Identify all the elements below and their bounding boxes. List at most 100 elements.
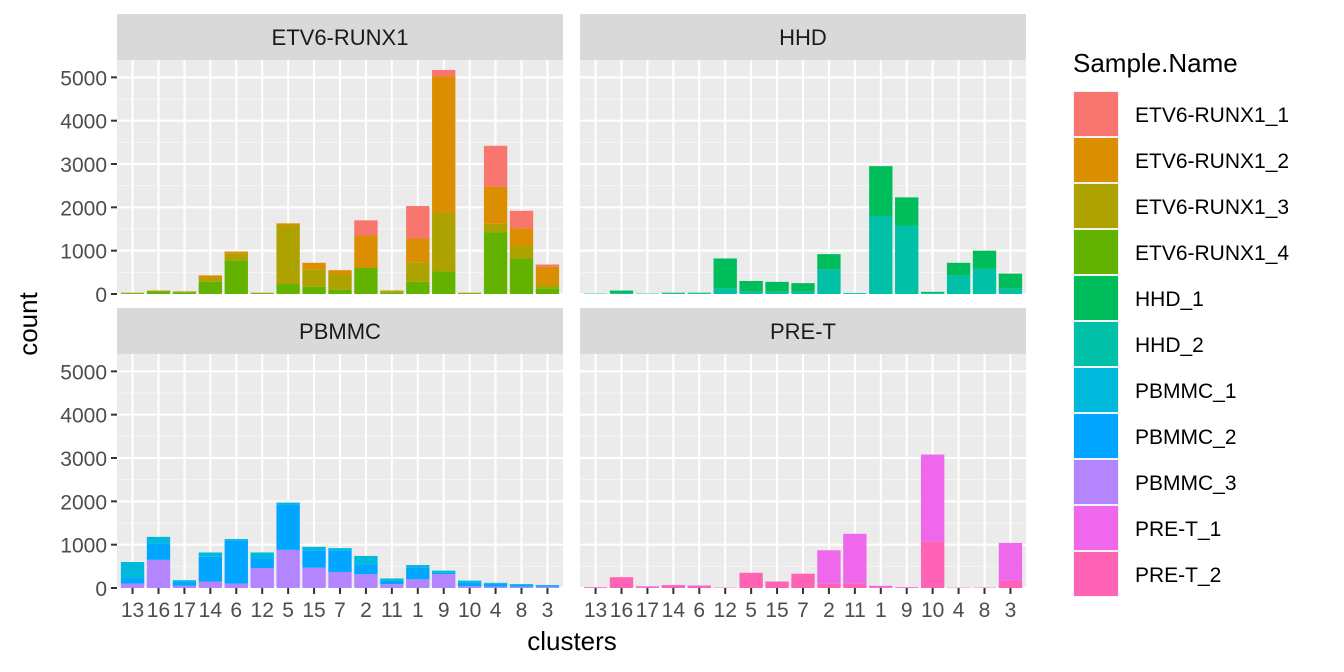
x-tick-label: 3: [1005, 599, 1017, 622]
bar-hhd_2-cluster-9: [895, 225, 919, 294]
bar-etv6-runx1_2-cluster-6: [224, 251, 248, 254]
bar-etv6-runx1_3-cluster-9: [432, 212, 456, 272]
bar-etv6-runx1_4-cluster-16: [146, 291, 171, 294]
x-tick-label: 7: [797, 599, 809, 622]
bar-etv6-runx1_4-cluster-3: [535, 288, 560, 294]
bar-pre-t_1-cluster-11: [843, 533, 867, 584]
bar-hhd_2-cluster-1: [869, 216, 893, 294]
x-tick-label: 15: [302, 599, 325, 622]
bar-pre-t_1-cluster-3: [998, 542, 1023, 581]
bar-pbmmc_1-cluster-11: [380, 578, 404, 581]
y-tick-label: 4000: [60, 111, 107, 134]
bar-pre-t_2-cluster-15: [765, 581, 789, 588]
legend-key-pbmmc_2: [1074, 414, 1118, 458]
bar-hhd_1-cluster-2: [817, 254, 841, 270]
bar-pre-t_2-cluster-7: [791, 573, 815, 588]
bar-etv6-runx1_3-cluster-6: [224, 253, 248, 261]
bar-pbmmc_3-cluster-1: [406, 579, 430, 588]
bar-etv6-runx1_3-cluster-11: [380, 290, 404, 293]
bar-etv6-runx1_1-cluster-1: [406, 206, 430, 239]
x-tick-label: 6: [230, 599, 242, 622]
x-tick-label: 8: [516, 599, 528, 622]
bar-etv6-runx1_1-cluster-9: [432, 69, 456, 77]
facet-strip: [117, 308, 563, 354]
legend: Sample.Name ETV6-RUNX1_1 ETV6-RUNX1_2 ETV6-…: [1073, 48, 1289, 597]
bar-pre-t_2-cluster-11: [843, 583, 867, 588]
bar-etv6-runx1_4-cluster-9: [432, 271, 456, 294]
bar-hhd_2-cluster-4: [946, 275, 971, 294]
y-tick-label: 0: [95, 578, 107, 601]
bar-hhd_1-cluster-8: [972, 250, 997, 269]
bar-etv6-runx1_2-cluster-9: [432, 76, 456, 213]
legend-label: PBMMC_2: [1135, 426, 1237, 449]
bar-etv6-runx1_4-cluster-4: [483, 232, 508, 294]
bar-pbmmc_1-cluster-10: [457, 580, 482, 583]
bar-pbmmc_2-cluster-4: [483, 583, 508, 587]
bar-pbmmc_3-cluster-10: [457, 586, 482, 588]
legend-key-hhd_2: [1074, 322, 1118, 366]
bar-etv6-runx1_4-cluster-11: [380, 292, 404, 294]
x-tick-label: 12: [714, 599, 737, 622]
facet-strip-label: HHD: [779, 25, 827, 50]
bar-etv6-runx1_3-cluster-16: [146, 290, 171, 292]
bar-etv6-runx1_4-cluster-12: [250, 293, 274, 294]
bar-hhd_1-cluster-4: [946, 262, 971, 276]
bar-pbmmc_2-cluster-9: [432, 572, 456, 575]
bar-pbmmc_3-cluster-13: [120, 583, 145, 588]
bar-hhd_2-cluster-11: [843, 293, 867, 294]
legend-key-pre-t_1: [1074, 506, 1118, 550]
bar-etv6-runx1_3-cluster-4: [483, 223, 508, 233]
bar-pre-t_2-cluster-3: [998, 580, 1023, 588]
bar-pbmmc_3-cluster-11: [380, 584, 404, 588]
bar-etv6-runx1_4-cluster-5: [276, 284, 300, 294]
bar-etv6-runx1_1-cluster-8: [509, 210, 534, 229]
x-tick-label: 10: [458, 599, 481, 622]
bar-pre-t_2-cluster-2: [817, 583, 841, 588]
bar-pbmmc_1-cluster-14: [198, 552, 223, 557]
bar-hhd_2-cluster-5: [739, 291, 763, 294]
x-tick-label: 8: [979, 599, 991, 622]
x-tick-label: 13: [584, 599, 607, 622]
facet-strip: [580, 14, 1026, 60]
x-tick-label: 7: [334, 599, 346, 622]
bar-hhd_2-cluster-6: [687, 293, 711, 294]
bar-etv6-runx1_3-cluster-5: [276, 225, 300, 285]
x-tick-label: 9: [901, 599, 913, 622]
x-tick-label: 4: [490, 599, 502, 622]
legend-key-pbmmc_3: [1074, 460, 1118, 504]
x-tick-label: 5: [282, 599, 294, 622]
bar-etv6-runx1_4-cluster-14: [198, 281, 223, 294]
facet-panel-pre-t: PRE-T13 16 17 14 6 12 5 15 7 2 11 1 9 10 4 8 3: [580, 308, 1026, 622]
bar-pbmmc_2-cluster-3: [535, 585, 560, 587]
bar-etv6-runx1_4-cluster-7: [328, 289, 352, 294]
bar-pbmmc_3-cluster-17: [172, 585, 197, 588]
bar-pbmmc_3-cluster-12: [250, 568, 274, 588]
facet-strip-label: PRE-T: [770, 319, 836, 344]
bar-etv6-runx1_4-cluster-15: [302, 286, 326, 294]
x-tick-label: 5: [745, 599, 757, 622]
bar-etv6-runx1_1-cluster-3: [535, 264, 560, 267]
bar-pbmmc_1-cluster-4: [483, 582, 508, 584]
legend-title: Sample.Name: [1073, 48, 1238, 78]
bar-pbmmc_2-cluster-10: [457, 582, 482, 587]
bar-pbmmc_3-cluster-7: [328, 571, 352, 588]
bar-etv6-runx1_4-cluster-1: [406, 281, 430, 294]
bar-etv6-runx1_2-cluster-15: [302, 262, 326, 270]
bar-etv6-runx1_2-cluster-7: [328, 270, 352, 275]
x-tick-label: 16: [610, 599, 633, 622]
bar-etv6-runx1_4-cluster-10: [457, 293, 482, 294]
bar-pbmmc_3-cluster-15: [302, 567, 326, 588]
y-tick-label: 5000: [60, 67, 107, 90]
bar-etv6-runx1_2-cluster-8: [509, 228, 534, 246]
bar-pre-t_2-cluster-10: [920, 541, 945, 588]
bar-pbmmc_2-cluster-1: [406, 567, 430, 580]
legend-label: HHD_1: [1135, 288, 1204, 311]
legend-key-etv6-runx1_3: [1074, 184, 1118, 228]
bar-pre-t_1-cluster-10: [920, 454, 945, 542]
facet-panel-etv6-runx1: ETV6-RUNX1 0 1000 2000 3000 4000 5000: [60, 14, 563, 307]
bar-hhd_1-cluster-1: [869, 166, 893, 216]
y-tick-label: 0: [95, 284, 107, 307]
bar-pbmmc_1-cluster-15: [302, 546, 326, 551]
bar-etv6-runx1_2-cluster-1: [406, 238, 430, 263]
bar-etv6-runx1_3-cluster-7: [328, 274, 352, 290]
